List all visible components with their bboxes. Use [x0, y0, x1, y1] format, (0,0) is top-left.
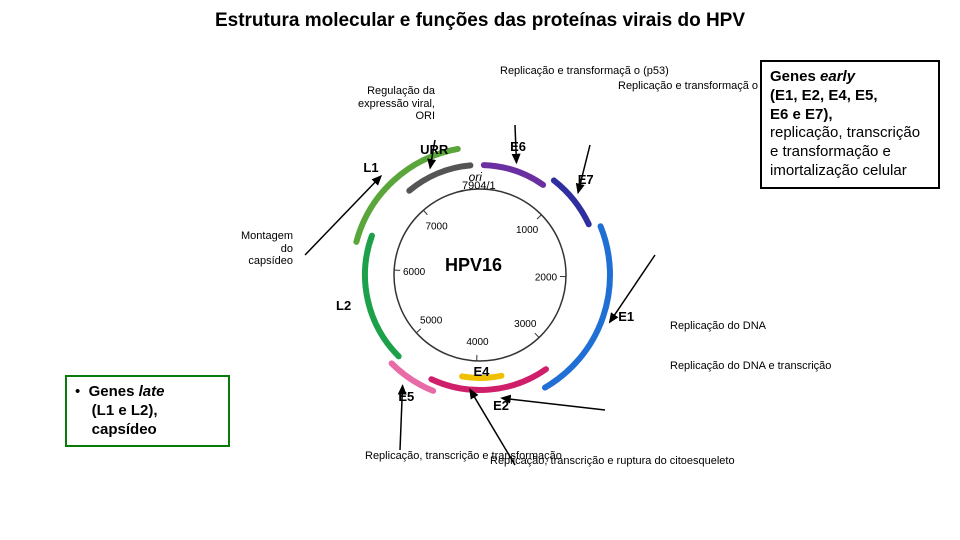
callout-e1: Replicação do DNA: [670, 320, 766, 333]
gene-label-l2: L2: [336, 298, 351, 313]
genome-name: HPV16: [445, 255, 502, 276]
callout-e2: Replicação do DNA e transcrição: [670, 360, 831, 373]
gene-label-urr: URR: [420, 142, 448, 157]
svg-text:3000: 3000: [514, 319, 537, 330]
gene-label-e1: E1: [618, 309, 634, 324]
gene-label-e2: E2: [493, 398, 509, 413]
callout-l1: Montagem do capsídeo: [235, 230, 293, 268]
genome-diagram: 1000200030004000500060007000 HPV16 7904/…: [250, 55, 710, 495]
svg-text:6000: 6000: [403, 267, 426, 278]
svg-text:7000: 7000: [425, 221, 448, 232]
gene-label-e4: E4: [473, 364, 489, 379]
page-title: Estrutura molecular e funções das proteí…: [0, 10, 960, 32]
svg-text:4000: 4000: [466, 337, 489, 348]
callout-urr: Regulação da expressão viral, ORI: [345, 85, 435, 123]
callout-e5: Replicação, transcrição e transformação: [365, 450, 562, 463]
early-genes-box: Genes early (E1, E2, E4, E5, E6 e E7), r…: [760, 60, 940, 189]
gene-label-e7: E7: [578, 172, 594, 187]
gene-label-l1: L1: [363, 160, 378, 175]
svg-text:1000: 1000: [516, 225, 539, 236]
callout-e6: Replicação e transformaçã o (p53): [500, 65, 669, 78]
gene-label-e6: E6: [510, 139, 526, 154]
late-genes-box: • Genes late (L1 e L2), capsídeo: [65, 375, 230, 447]
svg-text:5000: 5000: [420, 315, 443, 326]
gene-label-e5: E5: [398, 389, 414, 404]
ori-label: ori: [469, 170, 482, 184]
svg-text:2000: 2000: [535, 272, 558, 283]
